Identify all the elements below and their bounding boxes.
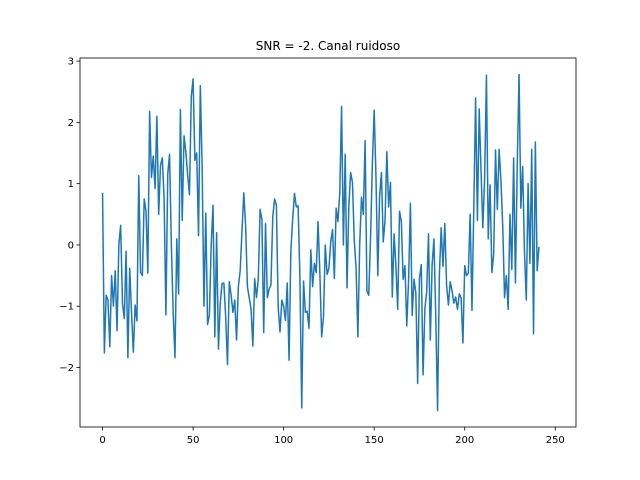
- plot-area: [101, 73, 540, 412]
- y-tick-label: 1: [68, 179, 74, 190]
- x-tick-label: 50: [187, 435, 200, 446]
- y-tick-label: 3: [68, 57, 74, 68]
- y-axis: −2 −1 0 1 2 3: [59, 57, 80, 374]
- axes-frame: [79, 57, 577, 428]
- x-tick-label: 0: [99, 435, 105, 446]
- chart-title: SNR = -2. Canal ruidoso: [256, 39, 400, 53]
- x-tick-label: 200: [455, 435, 474, 446]
- y-tick-label: −1: [59, 302, 74, 313]
- x-tick-label: 250: [546, 435, 565, 446]
- y-tick-label: 2: [68, 118, 74, 129]
- x-tick-label: 100: [274, 435, 293, 446]
- x-tick-label: 150: [365, 435, 384, 446]
- x-axis: 0 50 100 150 200 250: [99, 427, 565, 446]
- y-tick-label: 0: [68, 240, 74, 251]
- series-line: [101, 73, 540, 412]
- y-tick-label: −2: [59, 363, 74, 374]
